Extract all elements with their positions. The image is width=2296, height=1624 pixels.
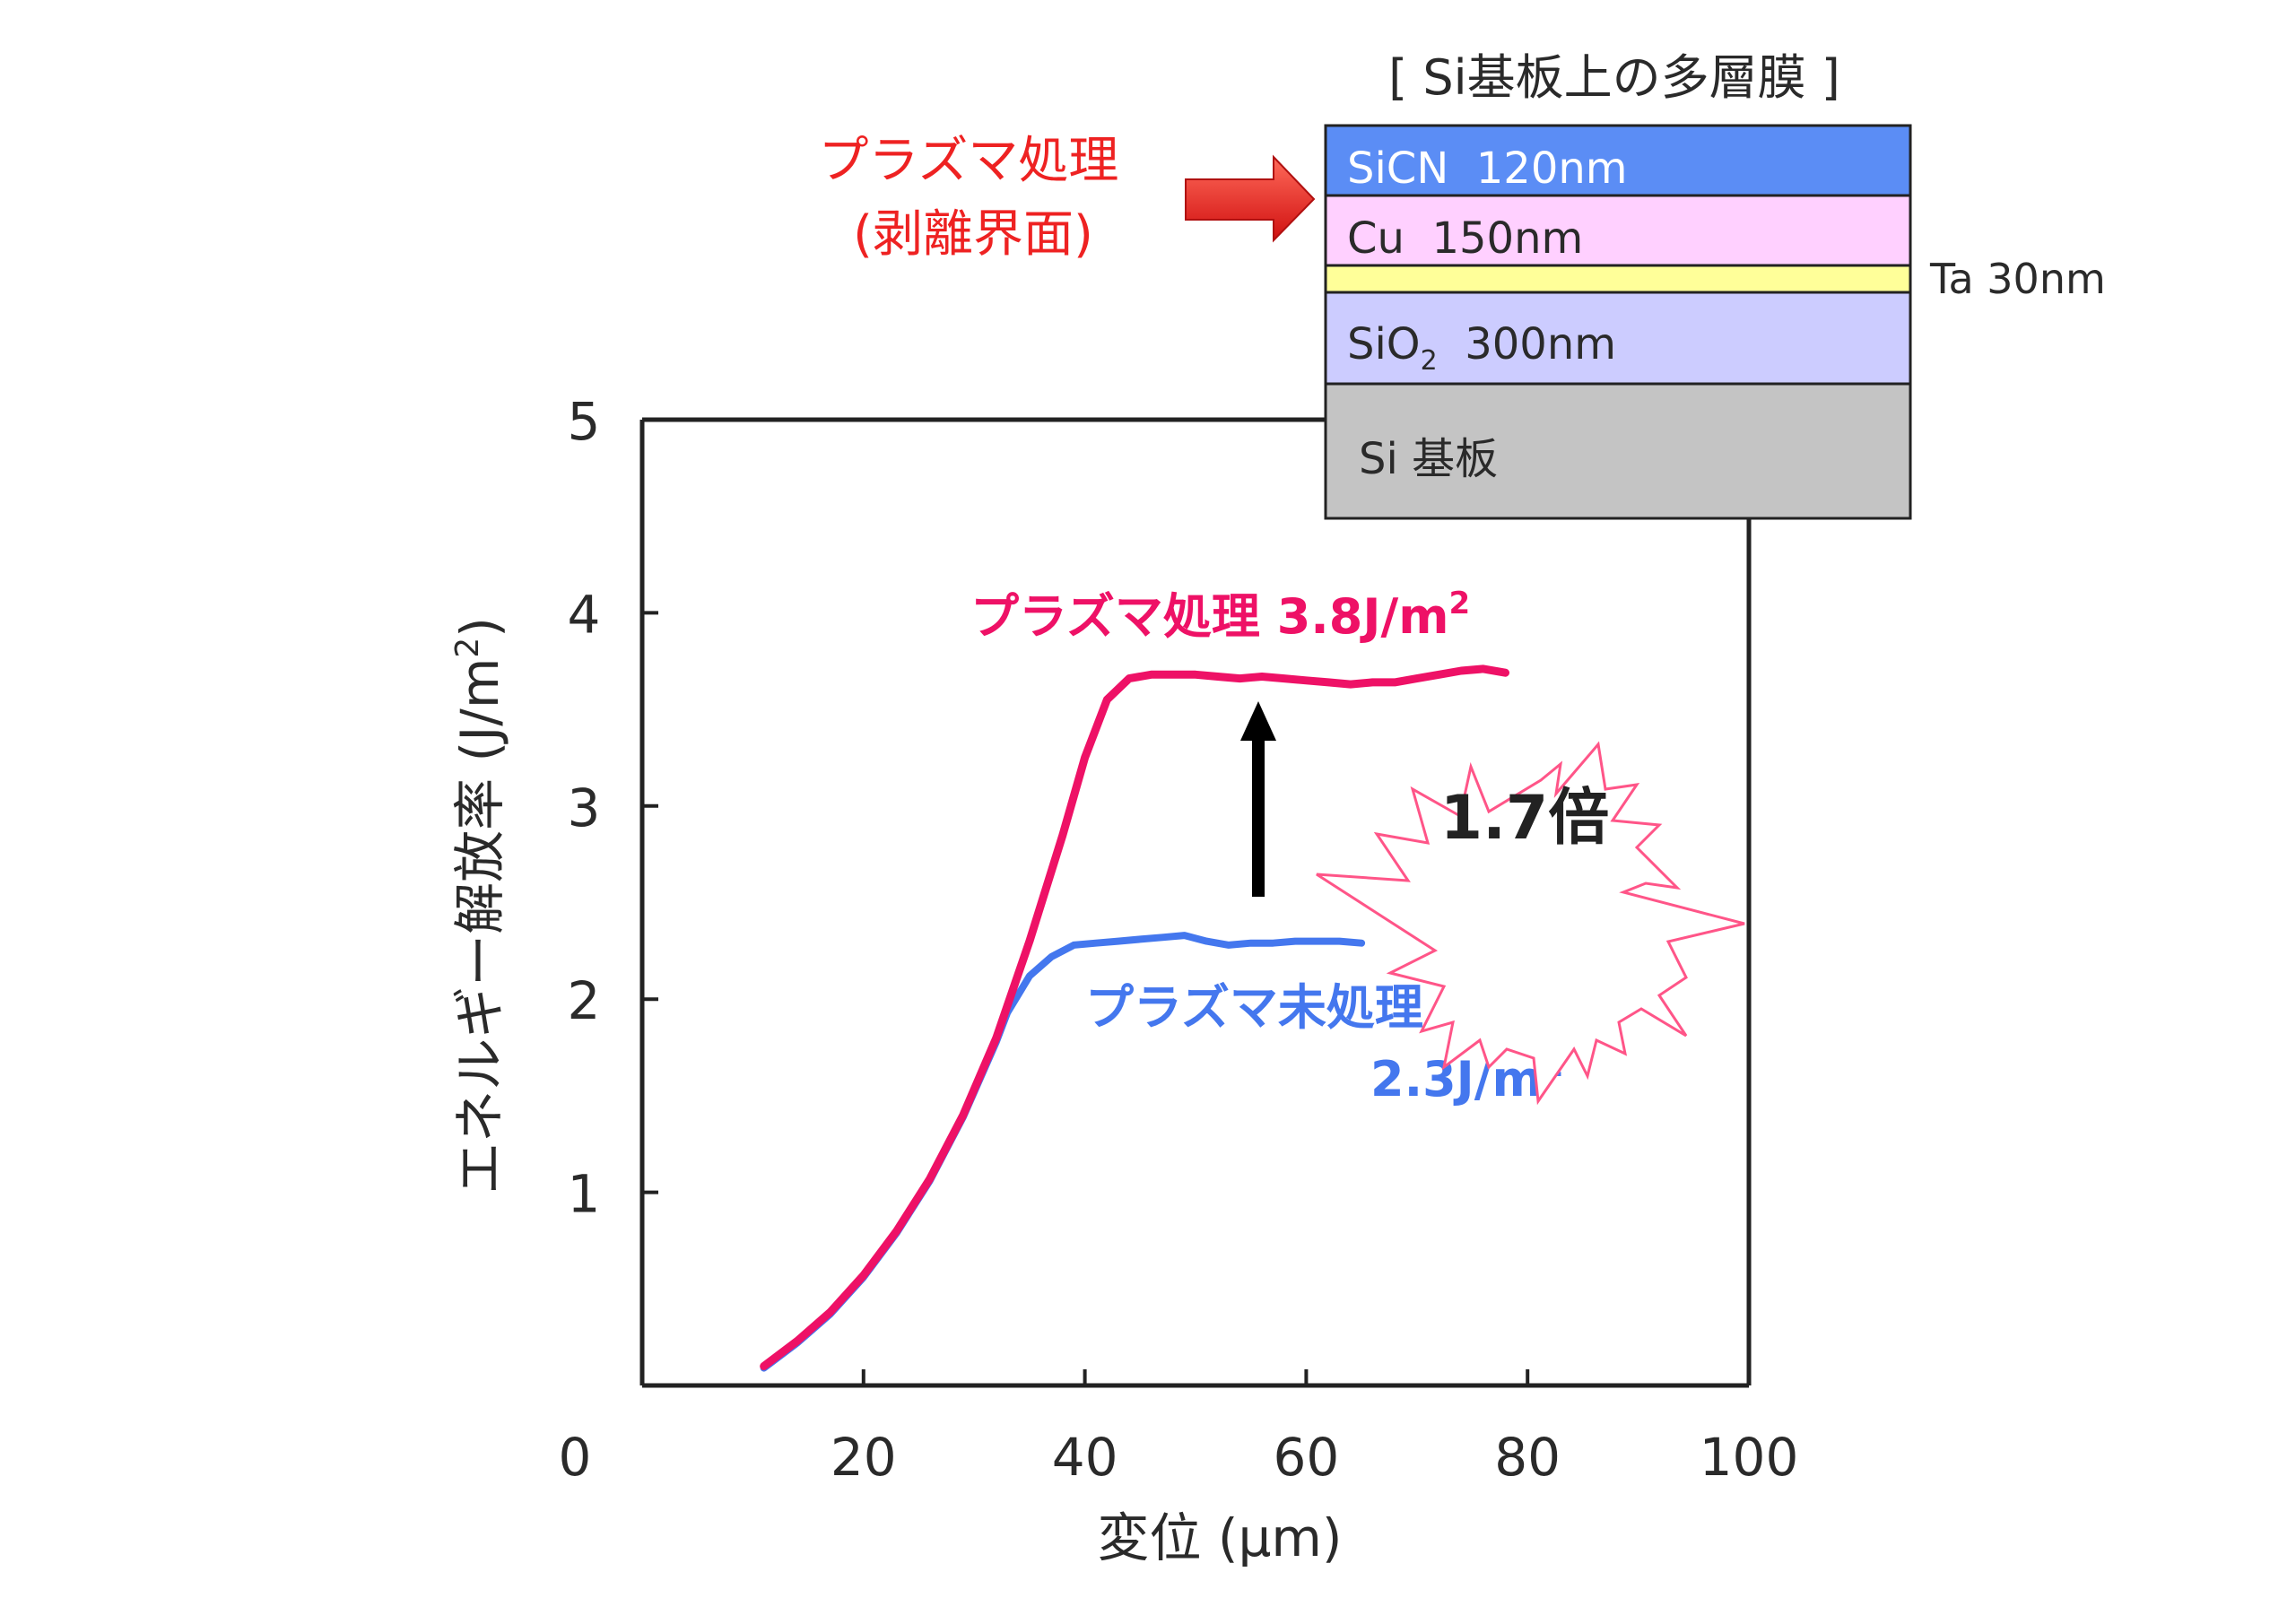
x-tick-label-60: 60 — [1273, 1427, 1339, 1488]
y-tick-label-1: 1 — [568, 1164, 601, 1225]
increase-arrow-icon — [1240, 701, 1276, 897]
untreated-label: プラズマ未処理 — [1085, 979, 1423, 1036]
y-tick-label-3: 3 — [568, 777, 601, 838]
layer-sio2 — [1324, 291, 1912, 386]
layer-cu-label: Cu 150nm — [1347, 213, 1583, 264]
ta-side-label: Ta 30nm — [1929, 255, 2106, 303]
layer-sio2-label: SiO2 300nm — [1347, 319, 1616, 377]
x-tick-label-40: 40 — [1052, 1427, 1118, 1488]
layer-ta — [1324, 264, 1912, 294]
x-tick-label-80: 80 — [1494, 1427, 1561, 1488]
layer-si-label: Si 基板 — [1359, 434, 1498, 484]
layer-si — [1324, 382, 1912, 520]
plasma-note-line2: (剥離界面) — [853, 205, 1093, 264]
tick-labels: 20 40 60 80 100 0 1 2 3 4 5 — [559, 391, 1799, 1488]
y-tick-label-2: 2 — [568, 970, 601, 1031]
y-axis-label: エネルギー解放率 (J/m2) — [449, 617, 510, 1194]
x-axis-label: 変位 (μm) — [1097, 1507, 1342, 1568]
layer-sicn — [1324, 124, 1912, 197]
series-line-treated — [760, 664, 1509, 1370]
tick-marks — [642, 611, 1530, 1385]
layer-sicn-label: SiCN 120nm — [1347, 143, 1628, 194]
stack-title: [ Si基板上の多層膜 ] — [1388, 49, 1840, 106]
treated-label: プラズマ処理 3.8J/m2 — [970, 586, 1470, 645]
red-arrow-icon — [1185, 154, 1316, 243]
y-tick-label-4: 4 — [568, 584, 601, 645]
y-tick-label-5: 5 — [568, 391, 601, 452]
series-lines — [760, 664, 1509, 1372]
starburst-icon — [1316, 741, 1745, 1106]
origin-label: 0 — [559, 1427, 592, 1488]
x-tick-label-20: 20 — [831, 1427, 897, 1488]
layer-cu — [1324, 194, 1912, 267]
x-tick-label-100: 100 — [1700, 1427, 1799, 1488]
plasma-note-line1: プラズマ処理 — [819, 132, 1119, 190]
layer-stack: [ Si基板上の多層膜 ] SiCN 120nm Cu 150nm SiO2 3… — [1324, 49, 2106, 520]
ratio-label: 1.7倍 — [1440, 783, 1609, 854]
